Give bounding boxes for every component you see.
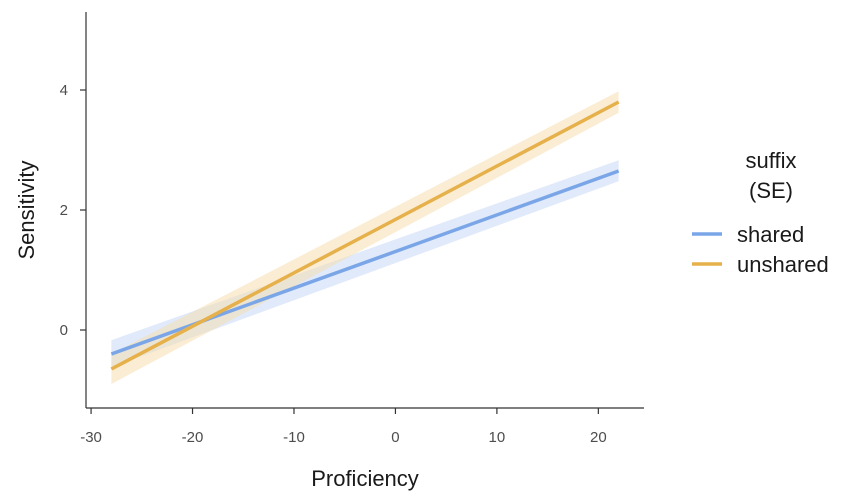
- x-tick-label: 20: [590, 429, 607, 446]
- y-tick-label: 4: [60, 82, 68, 99]
- legend: suffix (SE) shared unshared: [692, 148, 829, 277]
- x-tick-label: -20: [182, 429, 204, 446]
- series-lines: [110, 100, 620, 371]
- y-tick-label: 2: [60, 202, 68, 219]
- confidence-bands: [111, 91, 619, 384]
- se-band-unshared: [111, 91, 619, 384]
- x-tick-label: -30: [80, 429, 102, 446]
- legend-title-line-2: (SE): [749, 178, 793, 203]
- y-axis-ticks: 0 2 4: [60, 82, 86, 339]
- x-tick-label: 0: [391, 429, 399, 446]
- x-axis-title: Proficiency: [311, 466, 419, 491]
- series-line-shared: [110, 169, 620, 356]
- legend-items: shared unshared: [692, 222, 829, 277]
- x-axis-ticks: -30 -20 -10 0 10 20: [80, 408, 607, 446]
- y-axis-title: Sensitivity: [14, 160, 39, 259]
- x-tick-label: 10: [489, 429, 506, 446]
- x-tick-label: -10: [283, 429, 305, 446]
- series-line-unshared: [110, 100, 620, 371]
- legend-title-line-1: suffix: [746, 148, 797, 173]
- y-tick-label: 0: [60, 322, 68, 339]
- legend-label-shared: shared: [737, 222, 804, 247]
- legend-label-unshared: unshared: [737, 252, 829, 277]
